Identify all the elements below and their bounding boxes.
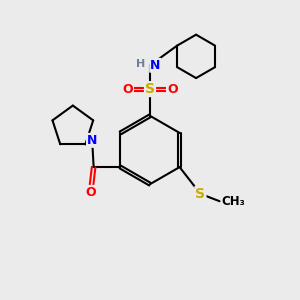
Text: S: S [195, 187, 206, 201]
Text: O: O [167, 82, 178, 96]
Text: O: O [122, 82, 133, 96]
Text: S: S [145, 82, 155, 96]
Text: N: N [87, 134, 98, 147]
Text: O: O [85, 186, 96, 199]
Text: N: N [150, 59, 161, 72]
Text: H: H [136, 59, 146, 69]
Text: CH₃: CH₃ [221, 195, 245, 208]
